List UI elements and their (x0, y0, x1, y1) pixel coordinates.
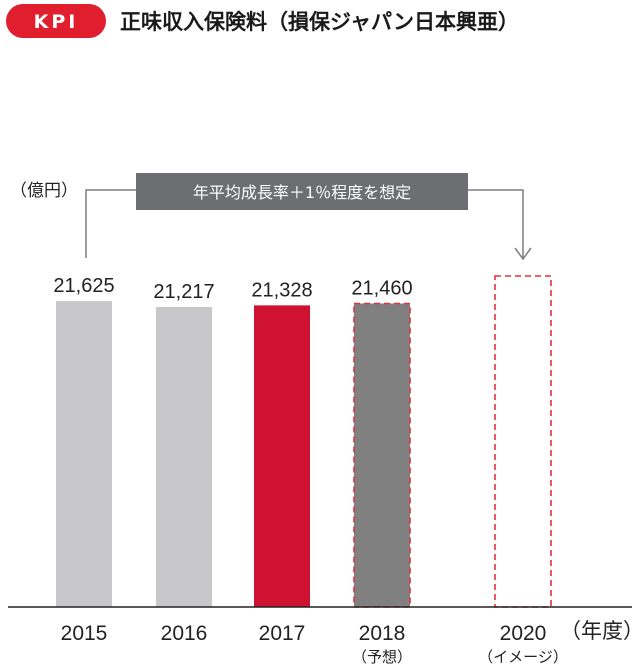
x-axis-unit: （年度） (560, 620, 636, 643)
x-tick-2016: 2016 (161, 622, 208, 645)
value-labels: 21,625 21,217 21,328 21,460 (53, 275, 412, 303)
value-label-2015: 21,625 (53, 275, 114, 297)
header: KPI 正味収入保険料（損保ジャパン日本興亜） (6, 4, 519, 38)
value-label-2017: 21,328 (251, 279, 312, 301)
y-axis-unit: （億円） (10, 181, 78, 201)
x-tick-2015: 2015 (61, 622, 108, 645)
kpi-badge (6, 4, 106, 38)
bar-2016 (156, 306, 212, 607)
kpi-badge-label: KPI (34, 11, 79, 33)
bar-2015 (56, 301, 112, 607)
x-sublabel-2020: （イメージ） (478, 648, 568, 666)
x-tick-2020: 2020 (500, 622, 547, 645)
bar-2018 (353, 302, 411, 608)
bar-2020 (494, 275, 552, 608)
x-sublabel-2018: （予想） (352, 648, 412, 666)
annotation-text: 年平均成長率＋1％程度を想定 (193, 183, 411, 202)
chart-title: 正味収入保険料（損保ジャパン日本興亜） (120, 10, 519, 34)
value-label-2018: 21,460 (351, 277, 412, 299)
annotation-line-left (85, 189, 136, 258)
x-tick-2018: 2018 (359, 622, 406, 645)
annotation-line-right (468, 189, 524, 258)
x-tick-labels: 2015 2016 2017 2018 （予想） 2020 （イメージ） (61, 622, 568, 666)
x-tick-2017: 2017 (259, 622, 306, 645)
bar-2017 (254, 305, 310, 607)
annotation-arrowhead (514, 247, 532, 261)
annotation-box (136, 173, 468, 210)
bars (56, 275, 552, 608)
growth-annotation: 年平均成長率＋1％程度を想定 (85, 173, 532, 261)
value-label-2016: 21,217 (153, 281, 214, 303)
